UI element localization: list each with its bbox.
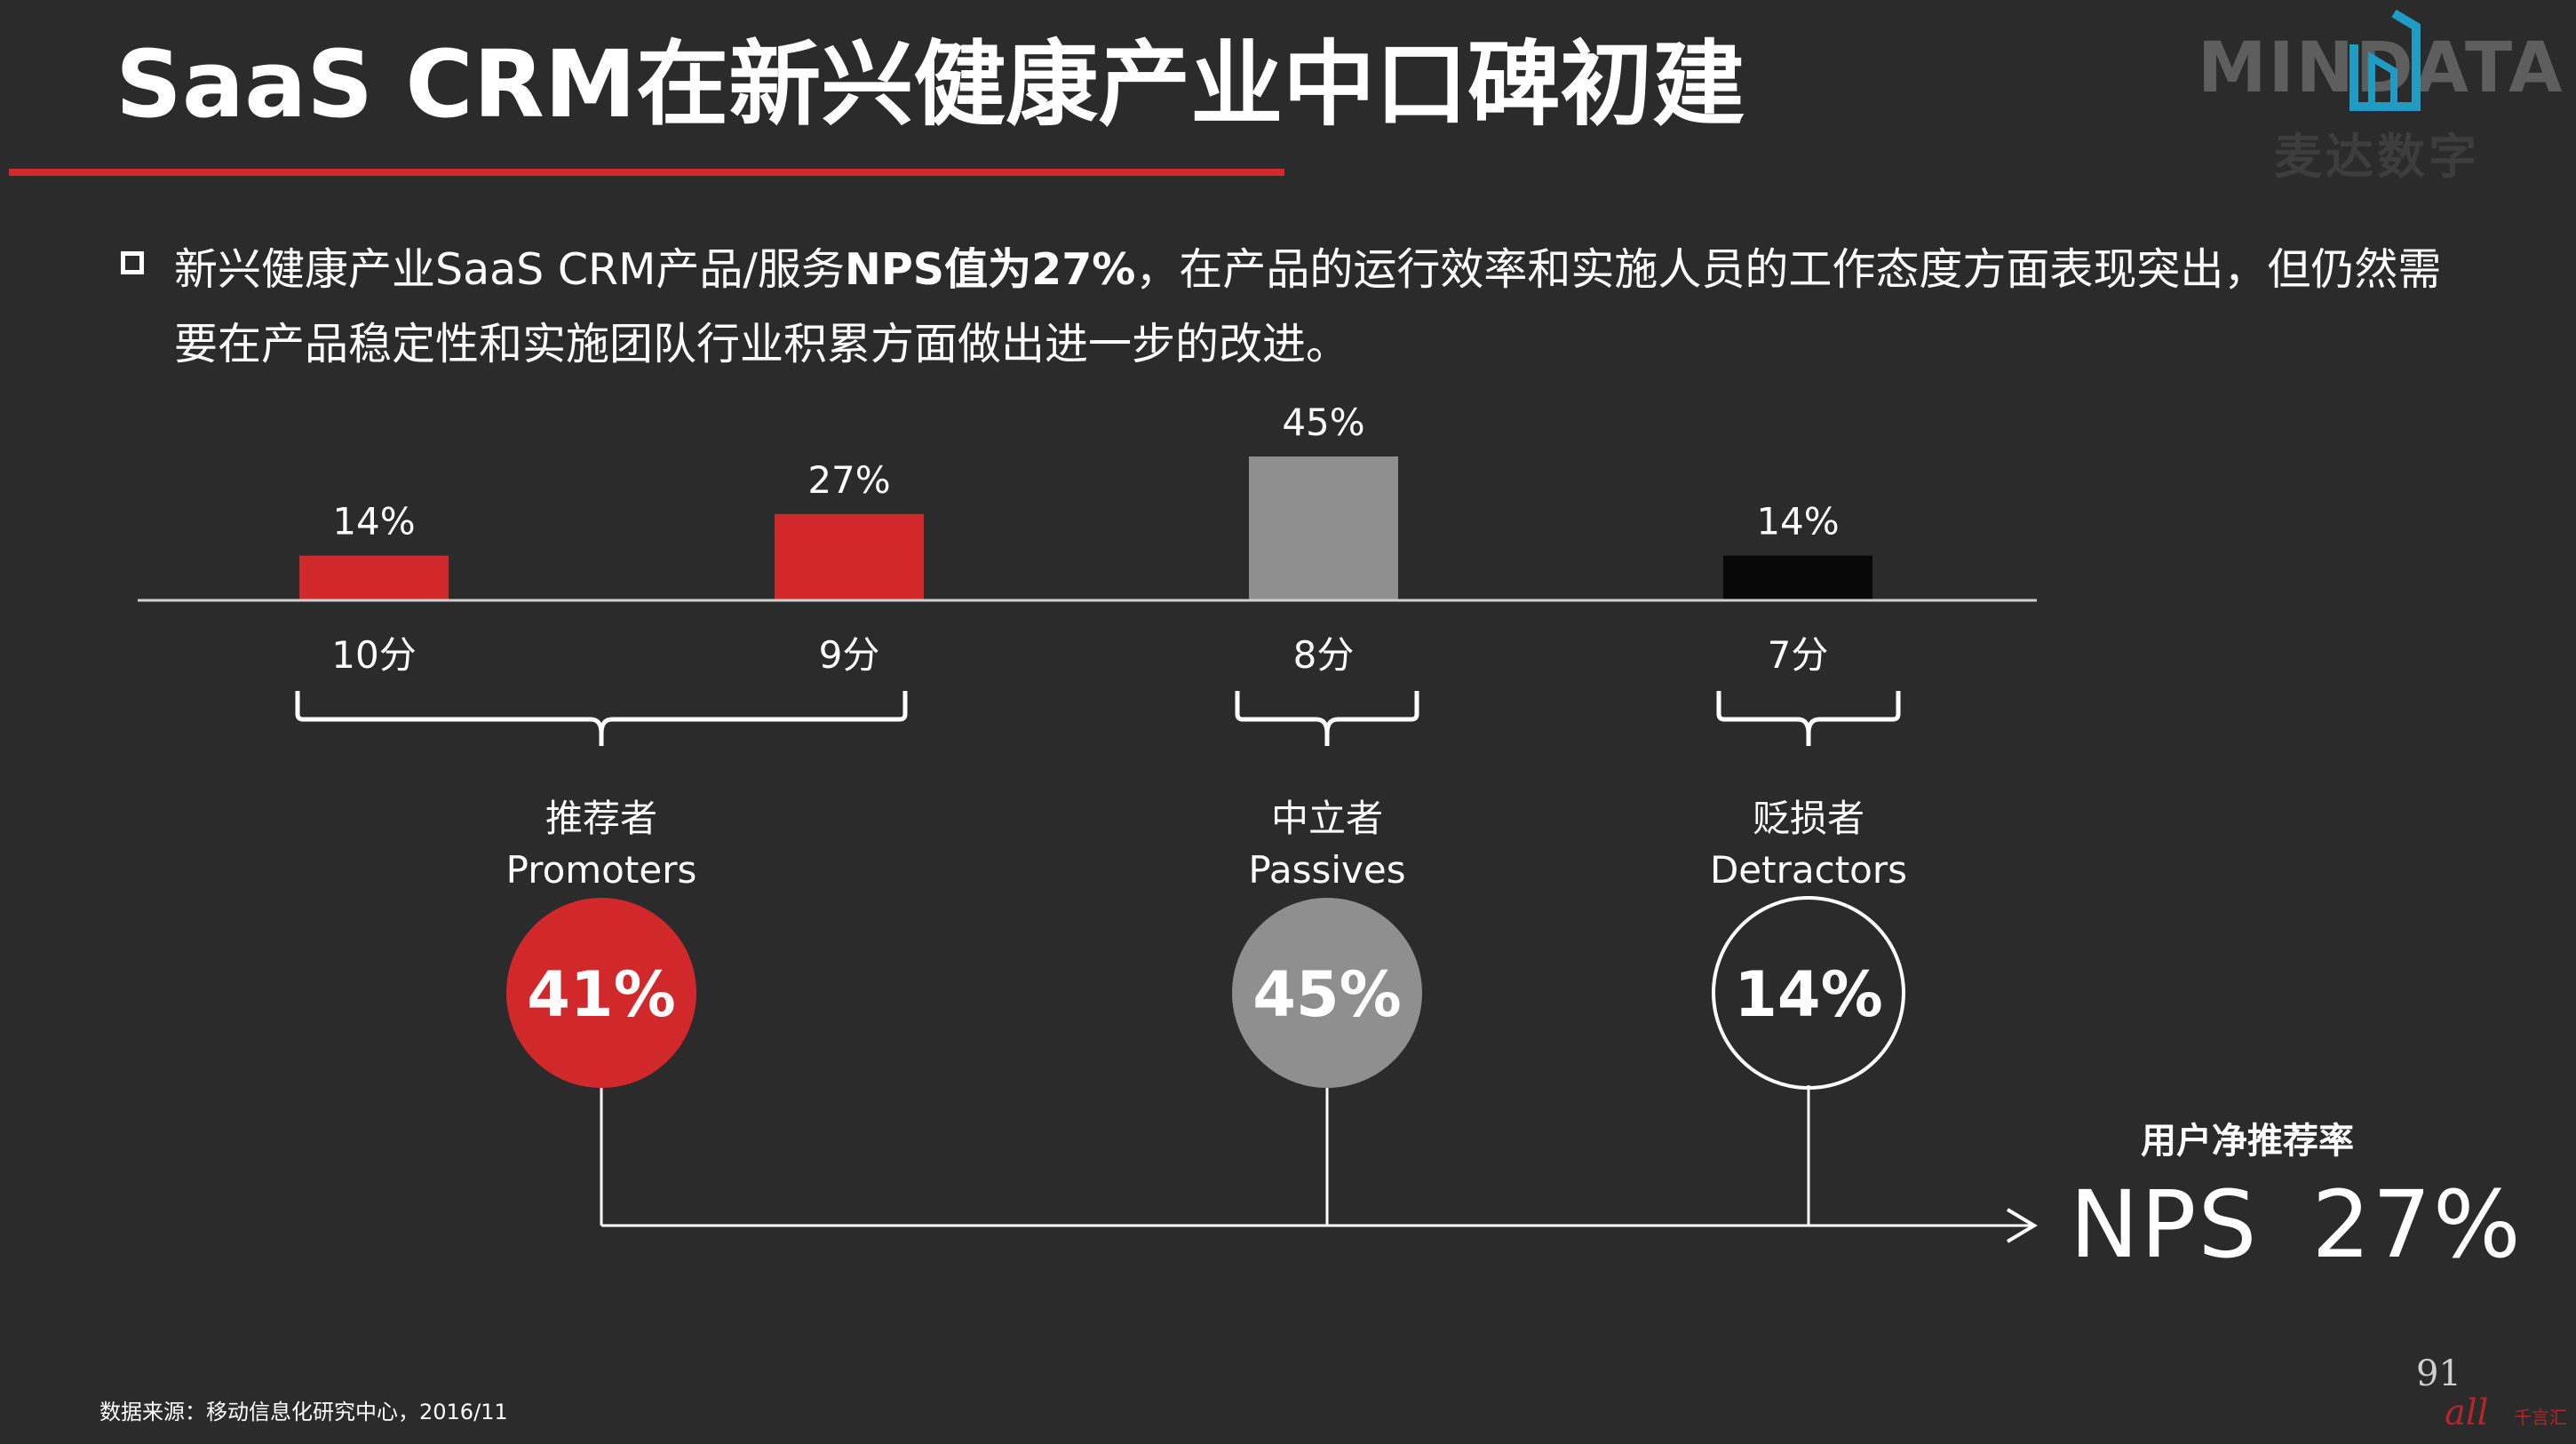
data-source-note: 数据来源：移动信息化研究中心，2016/11 <box>99 1400 508 1424</box>
nps-arrow-icon <box>2006 1208 2038 1243</box>
promoters-brace <box>295 691 908 746</box>
bullet-square-icon <box>121 251 144 274</box>
detractors-label-en: Detractors <box>1710 848 1907 892</box>
passives-brace <box>1235 691 1419 746</box>
category-label-3: 8分 <box>1293 633 1355 677</box>
category-label-4: 7分 <box>1768 633 1829 677</box>
page-number: 91 <box>2416 1353 2461 1394</box>
logo-mark-icon <box>2349 9 2421 111</box>
nps-label: 用户净推荐率 <box>2141 1121 2354 1162</box>
promoters-circle <box>506 898 696 1088</box>
corner-watermark-text: 千言汇 <box>2514 1407 2567 1428</box>
bar-value-label-2: 27% <box>807 458 890 502</box>
summary-part1: 新兴健康产业SaaS CRM产品/服务 <box>174 244 845 295</box>
category-label-2: 9分 <box>819 633 880 677</box>
bar-4 <box>1723 555 1872 600</box>
promoters-label-en: Promoters <box>506 848 697 892</box>
bar-2 <box>775 513 924 600</box>
corner-watermark-logo: all <box>2445 1392 2489 1433</box>
nps-result: NPS 27% <box>2070 1170 2523 1279</box>
promoters-share: 41% <box>527 958 676 1031</box>
passives-share: 45% <box>1252 958 1402 1031</box>
bar-3 <box>1249 456 1398 600</box>
page-title: SaaS CRM在新兴健康产业中口碑初建 <box>115 30 1745 139</box>
summary-part3: ，在产品的运行效率和实施人员的工作态度方面表现突出，但仍然需要在产品稳定性和实施… <box>174 244 2442 369</box>
bar-value-label-4: 14% <box>1756 500 1839 543</box>
brand-logo: MINDATA 麦达数字 <box>2185 9 2567 195</box>
detractors-circle <box>1712 896 1905 1090</box>
logo-text-cn: 麦达数字 <box>2274 129 2480 185</box>
passives-label-en: Passives <box>1248 848 1405 892</box>
bar-value-label-3: 45% <box>1282 401 1364 444</box>
passives-circle <box>1232 898 1422 1088</box>
category-label-1: 10分 <box>331 633 416 677</box>
summary-nps-highlight: NPS值为27% <box>844 244 1136 295</box>
detractors-share: 14% <box>1734 958 1883 1031</box>
bar-1 <box>299 555 449 600</box>
logo-text-en: MINDATA <box>2198 28 2564 108</box>
bar-value-label-1: 14% <box>332 500 415 543</box>
title-underline <box>9 169 1284 176</box>
detractors-label-cn: 贬损者 <box>1753 797 1864 840</box>
detractors-brace <box>1716 691 1901 746</box>
passives-label-cn: 中立者 <box>1271 797 1383 840</box>
nps-name: NPS <box>2070 1170 2259 1279</box>
nps-value: 27% <box>2311 1170 2523 1279</box>
summary-text: 新兴健康产业SaaS CRM产品/服务NPS值为27%，在产品的运行效率和实施人… <box>174 233 2484 382</box>
promoters-label-cn: 推荐者 <box>545 797 657 840</box>
